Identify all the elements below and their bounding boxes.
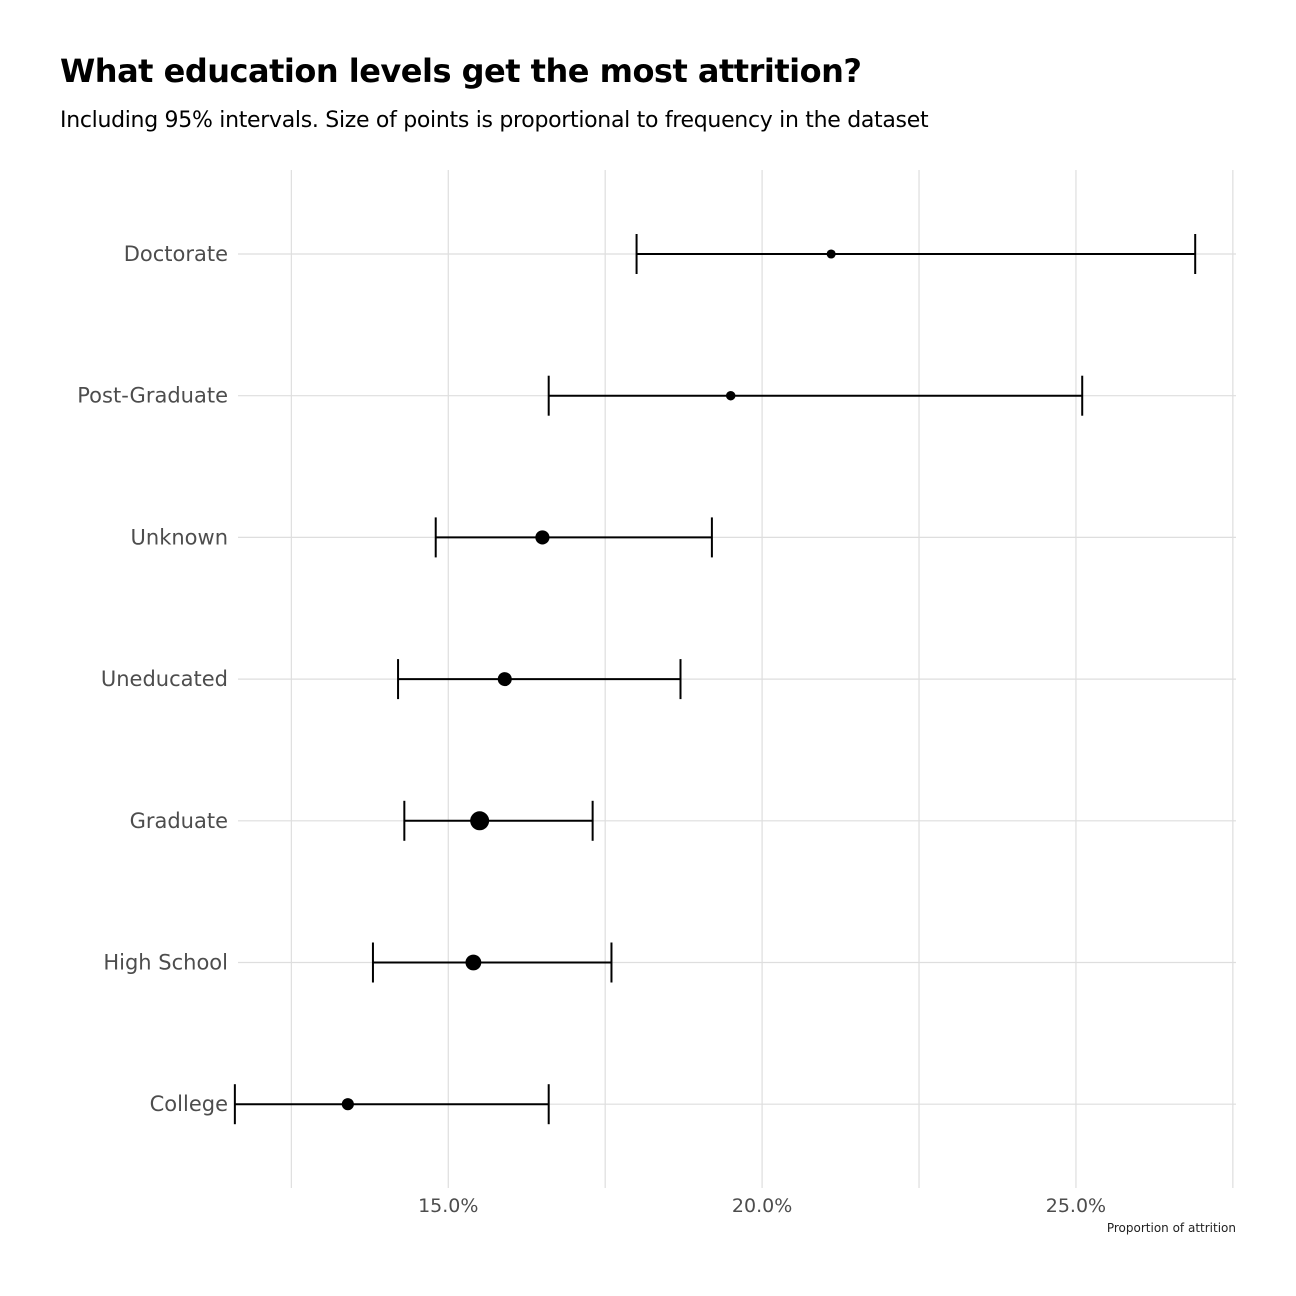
category-label: College [150,1092,228,1116]
data-point [725,390,736,401]
category-label: Doctorate [124,242,228,266]
data-point [465,954,482,971]
data-point [535,530,550,545]
data-point [497,672,512,687]
category-label: Unknown [131,525,228,549]
axis-labels-layer: 15.0% 20.0% 25.0% Doctorate Post-Graduate Unk… [77,242,1106,1217]
x-tick-label: 15.0% [418,1195,478,1217]
x-tick-label: 25.0% [1046,1195,1106,1217]
data-point [826,249,836,259]
grid-layer [238,170,1236,1188]
category-label: Graduate [130,809,228,833]
chart-title: What education levels get the most attri… [60,52,862,90]
x-tick-label: 20.0% [732,1195,792,1217]
x-axis-title: Proportion of attrition [1107,1221,1236,1235]
data-point [341,1098,354,1111]
category-label: High School [103,951,228,975]
data-point [470,811,490,831]
marks-layer [233,234,1197,1125]
category-label: Post-Graduate [77,384,228,408]
category-label: Uneducated [101,667,228,691]
chart-subtitle: Including 95% intervals. Size of points … [60,108,929,133]
